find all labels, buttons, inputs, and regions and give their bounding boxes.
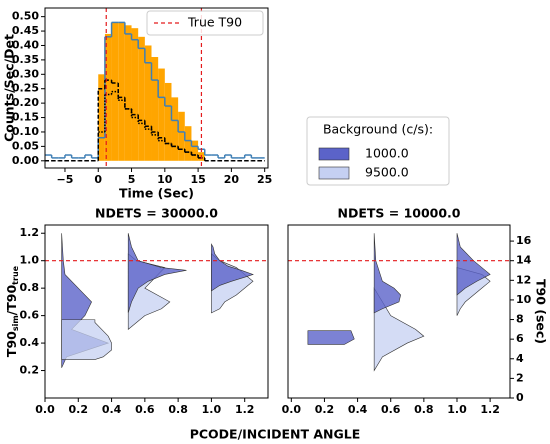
violin	[456, 233, 491, 296]
violin	[211, 243, 254, 292]
y-tick-label: 0.00	[12, 154, 39, 167]
y-tick-label: 0.6	[20, 309, 40, 322]
x-tick-label: 0.2	[315, 403, 335, 416]
legend-label: True T90	[187, 15, 242, 30]
legend-label: 1000.0	[365, 146, 409, 161]
y-tick-label: 0.25	[12, 82, 39, 95]
y2-tick-label: 8	[516, 313, 524, 326]
legend-box	[146, 10, 264, 36]
y-axis-label-part: /T90	[4, 285, 19, 316]
plot-area	[45, 233, 268, 368]
bar	[138, 36, 145, 161]
y2-axis-label: T90 (sec)	[534, 279, 549, 344]
bar	[98, 74, 105, 161]
x-tick-label: 5	[128, 173, 136, 186]
panel-title: NDETS = 10000.0	[337, 206, 460, 221]
y-tick-label: 0.15	[12, 111, 39, 124]
y-axis-label-part: sim	[11, 315, 20, 331]
y-tick-label: 0.45	[12, 24, 39, 37]
legend-swatch	[318, 147, 350, 161]
legend-swatch	[318, 166, 350, 180]
y2-tick-label: 10	[516, 293, 532, 306]
x-tick-label: 25	[257, 173, 272, 186]
bar	[171, 97, 179, 161]
y-tick-label: 0.4	[20, 336, 40, 349]
x-tick-label: 0.2	[69, 403, 89, 416]
axes-frame	[44, 224, 269, 399]
bar	[131, 28, 139, 161]
legend-label: 9500.0	[365, 165, 409, 180]
x-tick-label: −5	[57, 173, 74, 186]
x-tick-label: 10	[157, 173, 173, 186]
plot-area	[288, 233, 510, 372]
bar	[158, 68, 165, 161]
x-tick-label: 1.2	[480, 403, 500, 416]
y-tick-label: 0.20	[12, 96, 39, 109]
y-axis-label-part: T90	[4, 331, 19, 357]
axes-frame	[44, 7, 269, 169]
x-tick-label: 0.6	[135, 403, 155, 416]
y-tick-label: 0.2	[20, 364, 40, 377]
bar	[164, 82, 172, 161]
y-tick-label: 1.2	[20, 226, 40, 239]
bar	[191, 140, 199, 161]
y-axis-label-part: true	[11, 265, 20, 284]
bar	[104, 33, 112, 161]
y-tick-label: 1.0	[20, 254, 40, 267]
x-tick-label: 20	[224, 173, 240, 186]
x-tick-label: 0.8	[414, 403, 434, 416]
x-tick-label: 1.0	[447, 403, 467, 416]
y-axis-label: T90sim/T90true	[4, 265, 20, 357]
plot-area	[45, 8, 265, 168]
x-tick-label: 1.0	[202, 403, 222, 416]
violin	[127, 233, 187, 313]
y2-tick-label: 2	[516, 371, 524, 384]
x-tick-label: 1.2	[235, 403, 255, 416]
violin	[373, 233, 401, 314]
y-tick-label: 0.30	[12, 67, 39, 80]
bar	[184, 126, 192, 161]
x-tick-label: 0.4	[102, 403, 122, 416]
y2-tick-label: 12	[516, 273, 531, 286]
x-tick-label: 0.4	[348, 403, 368, 416]
x-tick-label: 0	[94, 173, 102, 186]
bar	[124, 25, 132, 161]
y2-tick-label: 0	[516, 391, 524, 404]
y2-tick-label: 16	[516, 234, 532, 247]
legend-title: Background (c/s):	[323, 122, 433, 137]
y2-tick-label: 4	[516, 352, 524, 365]
y-tick-label: 0.40	[12, 38, 39, 51]
y-tick-label: 0.05	[12, 139, 39, 152]
x-tick-label: 0.0	[35, 403, 55, 416]
y-tick-label: 0.10	[12, 125, 39, 138]
y-tick-label: 0.35	[12, 53, 39, 66]
bar	[151, 57, 159, 161]
x-tick-label: 0.8	[168, 403, 188, 416]
axes-frame	[287, 224, 511, 399]
x-tick-label: 0.0	[282, 403, 302, 416]
y-axis-label: Counts/Sec/Det	[2, 34, 17, 142]
violin	[307, 330, 355, 345]
bar	[178, 111, 185, 161]
panel-title: NDETS = 30000.0	[95, 206, 218, 221]
y-tick-label: 0.50	[12, 10, 39, 23]
violin	[61, 319, 112, 360]
y-tick-label: 0.8	[20, 281, 40, 294]
x-tick-label: 0.6	[381, 403, 401, 416]
bar	[144, 45, 152, 161]
x-tick-label: 15	[190, 173, 205, 186]
y2-tick-label: 6	[516, 332, 524, 345]
bar	[118, 22, 125, 161]
figure-xlabel: PCODE/INCIDENT ANGLE	[190, 427, 361, 442]
x-axis-label: Time (Sec)	[119, 186, 194, 201]
y2-tick-label: 14	[516, 254, 532, 267]
